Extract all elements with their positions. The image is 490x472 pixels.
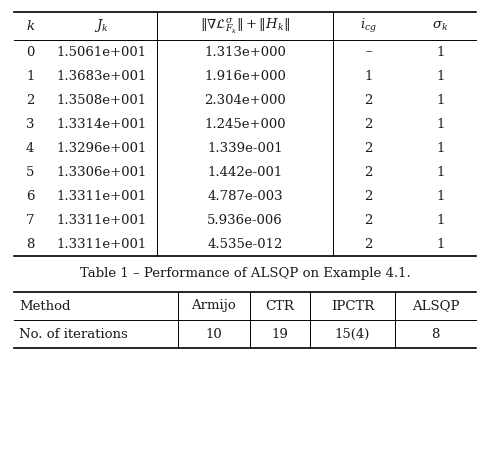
Text: 1.339e-001: 1.339e-001: [207, 142, 283, 154]
Text: Method: Method: [19, 300, 71, 312]
Text: 1.3311e+001: 1.3311e+001: [57, 189, 147, 202]
Text: Armijo: Armijo: [192, 300, 236, 312]
Text: $J_k$: $J_k$: [95, 17, 109, 34]
Text: 2: 2: [365, 118, 373, 130]
Text: 1.442e-001: 1.442e-001: [207, 166, 283, 178]
Text: 1.3683e+001: 1.3683e+001: [56, 69, 147, 83]
Text: 1: 1: [436, 45, 444, 59]
Text: 1.313e+000: 1.313e+000: [204, 45, 286, 59]
Text: $\|\nabla\mathcal{L}^{\sigma}_{F_k}\| + \|H_k\|$: $\|\nabla\mathcal{L}^{\sigma}_{F_k}\| + …: [200, 17, 290, 35]
Text: 4.535e-012: 4.535e-012: [207, 237, 283, 251]
Text: 1.3306e+001: 1.3306e+001: [56, 166, 147, 178]
Text: 1.5061e+001: 1.5061e+001: [57, 45, 147, 59]
Text: –: –: [365, 45, 372, 59]
Text: 1: 1: [436, 166, 444, 178]
Text: 2: 2: [365, 213, 373, 227]
Text: 4: 4: [26, 142, 34, 154]
Text: 0: 0: [26, 45, 34, 59]
Text: 8: 8: [26, 237, 34, 251]
Text: $\sigma_k$: $\sigma_k$: [432, 19, 448, 33]
Text: 1.3296e+001: 1.3296e+001: [56, 142, 147, 154]
Text: 1: 1: [436, 118, 444, 130]
Text: 2: 2: [26, 93, 34, 107]
Text: CTR: CTR: [265, 300, 294, 312]
Text: 15(4): 15(4): [335, 328, 370, 340]
Text: $i_{cg}$: $i_{cg}$: [360, 17, 377, 35]
Text: 19: 19: [271, 328, 288, 340]
Text: 5.936e-006: 5.936e-006: [207, 213, 283, 227]
Text: $k$: $k$: [25, 19, 35, 33]
Text: 2.304e+000: 2.304e+000: [204, 93, 286, 107]
Text: 4.787e-003: 4.787e-003: [207, 189, 283, 202]
Text: IPCTR: IPCTR: [331, 300, 374, 312]
Text: 2: 2: [365, 166, 373, 178]
Text: 1.916e+000: 1.916e+000: [204, 69, 286, 83]
Text: 2: 2: [365, 142, 373, 154]
Text: 1: 1: [436, 93, 444, 107]
Text: 1: 1: [26, 69, 34, 83]
Text: 5: 5: [26, 166, 34, 178]
Text: 6: 6: [26, 189, 34, 202]
Text: 1.3314e+001: 1.3314e+001: [57, 118, 147, 130]
Text: 1.3508e+001: 1.3508e+001: [57, 93, 147, 107]
Text: No. of iterations: No. of iterations: [19, 328, 128, 340]
Text: 3: 3: [26, 118, 34, 130]
Text: 7: 7: [26, 213, 34, 227]
Text: Table 1 – Performance of ALSQP on Example 4.1.: Table 1 – Performance of ALSQP on Exampl…: [80, 268, 411, 280]
Text: 2: 2: [365, 93, 373, 107]
Text: 1: 1: [365, 69, 373, 83]
Text: 1.3311e+001: 1.3311e+001: [57, 213, 147, 227]
Text: 1.3311e+001: 1.3311e+001: [57, 237, 147, 251]
Text: 2: 2: [365, 237, 373, 251]
Text: 1: 1: [436, 142, 444, 154]
Text: 1: 1: [436, 237, 444, 251]
Text: 1: 1: [436, 69, 444, 83]
Text: 2: 2: [365, 189, 373, 202]
Text: 1: 1: [436, 213, 444, 227]
Text: 8: 8: [431, 328, 440, 340]
Text: 1: 1: [436, 189, 444, 202]
Text: ALSQP: ALSQP: [412, 300, 459, 312]
Text: 1.245e+000: 1.245e+000: [204, 118, 286, 130]
Text: 10: 10: [205, 328, 222, 340]
